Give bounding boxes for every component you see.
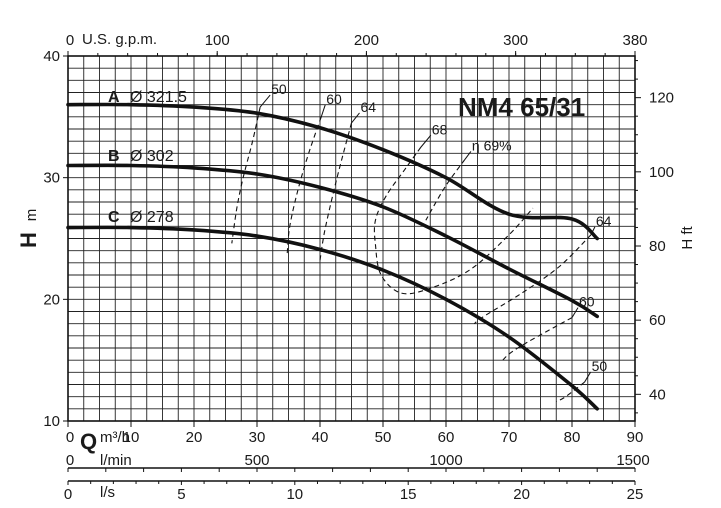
plot-frame xyxy=(67,55,636,422)
gpm-tick-label: 300 xyxy=(503,32,528,49)
efficiency-label: 60 xyxy=(579,294,595,310)
gpm-tick-label: 200 xyxy=(354,32,379,49)
x-tick-label: 60 xyxy=(438,429,455,446)
axis-ticks xyxy=(63,51,641,485)
x-tick-label: 10 xyxy=(123,429,140,446)
efficiency-curve-3 xyxy=(373,146,534,295)
efficiency-curve-0 xyxy=(231,106,261,244)
curve-b-letter: B xyxy=(108,148,120,165)
curve-a-diameter: Ø 321.5 xyxy=(130,89,187,106)
gpm-tick-label: 100 xyxy=(205,32,230,49)
y-right-tick-label: 80 xyxy=(649,238,666,255)
x-tick-label: 0 xyxy=(66,429,74,446)
y-axis-left-letter: H xyxy=(16,232,41,248)
x-axis-title: Q xyxy=(80,429,97,454)
ls-tick-label: 5 xyxy=(177,486,185,503)
curve-c-diameter: Ø 278 xyxy=(130,209,174,226)
efficiency-label: 60 xyxy=(326,91,342,107)
ls-tick-label: 25 xyxy=(627,486,644,503)
efficiency-curve-2 xyxy=(319,122,353,261)
y-axis-right-title: H ft xyxy=(679,226,696,250)
y-right-tick-label: 120 xyxy=(649,90,674,107)
gpm-tick-label: 380 xyxy=(622,32,647,49)
chart-title: NM4 65/31 xyxy=(458,92,585,122)
x-tick-label: 20 xyxy=(186,429,203,446)
curve-a-letter: A xyxy=(108,89,120,106)
x-tick-label: 90 xyxy=(627,429,644,446)
curve-c-letter: C xyxy=(108,209,120,226)
hq-curves xyxy=(66,102,599,411)
y-tick-label: 10 xyxy=(43,413,60,430)
efficiency-label: 50 xyxy=(592,358,608,374)
y-right-tick-label: 40 xyxy=(649,386,666,403)
ls-tick-label: 10 xyxy=(286,486,303,503)
x-tick-label: 70 xyxy=(501,429,518,446)
efficiency-leader xyxy=(571,307,579,318)
lmin-tick-label: 1000 xyxy=(429,452,462,469)
lmin-tick-label: 0 xyxy=(66,452,74,469)
y-tick-label: 30 xyxy=(43,170,60,187)
hq-curve-c xyxy=(66,225,599,411)
efficiency-curve-5 xyxy=(473,234,592,325)
efficiency-labels: 50 60 64 68 η 69% 64 60 50 xyxy=(259,81,612,383)
x-tick-label: 30 xyxy=(249,429,266,446)
efficiency-leader xyxy=(420,134,432,148)
efficiency-curve-4 xyxy=(425,159,466,221)
efficiency-curve-1 xyxy=(286,116,322,254)
efficiency-leader xyxy=(590,226,596,236)
y-right-tick-label: 100 xyxy=(649,164,674,181)
lmin-tick-label: 500 xyxy=(244,452,269,469)
efficiency-label: 64 xyxy=(596,213,612,229)
ls-tick-label: 0 xyxy=(64,486,72,503)
efficiency-label: η 69% xyxy=(472,137,512,153)
efficiency-label: 68 xyxy=(432,121,448,137)
x-tick-label: 50 xyxy=(375,429,392,446)
efficiency-label: 50 xyxy=(271,81,287,97)
hq-curve-a xyxy=(66,102,599,241)
y-tick-label: 20 xyxy=(43,291,60,308)
ls-tick-label: 15 xyxy=(400,486,417,503)
curve-b-diameter: Ø 302 xyxy=(130,148,174,165)
x-tick-label: 40 xyxy=(312,429,329,446)
efficiency-leader xyxy=(351,112,360,124)
unit-m3h: m³/h xyxy=(100,429,130,446)
efficiency-leader xyxy=(584,371,592,383)
ls-tick-label: 20 xyxy=(513,486,530,503)
lmin-tick-label: 1500 xyxy=(616,452,649,469)
efficiency-curve-6 xyxy=(500,317,573,363)
y-tick-label: 40 xyxy=(43,48,60,65)
unit-usgpm: U.S. g.p.m. xyxy=(82,31,157,48)
unit-lmin: l/min xyxy=(100,452,132,469)
efficiency-leader xyxy=(320,104,326,117)
efficiency-leader xyxy=(464,151,472,160)
efficiency-label: 64 xyxy=(361,99,377,115)
hq-curve-b xyxy=(66,163,599,319)
x-tick-label: 80 xyxy=(564,429,581,446)
unit-ls: l/s xyxy=(100,484,115,501)
efficiency-curves xyxy=(231,106,592,403)
y-axis-left-unit: m xyxy=(23,209,40,222)
efficiency-leader xyxy=(259,94,271,108)
y-right-tick-label: 60 xyxy=(649,312,666,329)
gpm-tick-label: 0 xyxy=(66,32,74,49)
